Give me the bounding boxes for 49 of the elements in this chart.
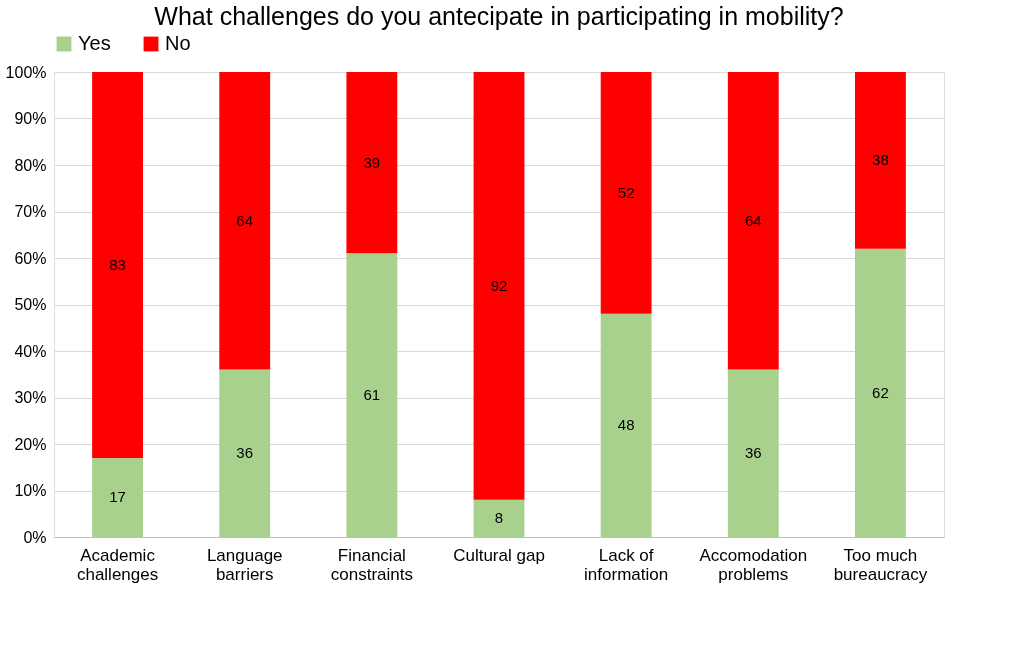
y-tick-label: 50% (14, 296, 47, 313)
y-tick-label: 30% (14, 389, 47, 406)
y-tick-label: 0% (23, 528, 47, 546)
data-label: 36 (236, 444, 254, 462)
bar (219, 72, 271, 370)
legend-label: No (165, 32, 191, 54)
chart-title: What challenges do you antecipate in participating in mobility? (154, 2, 844, 30)
data-label: 39 (363, 153, 381, 171)
x-tick-label: Financial constraints (330, 545, 413, 584)
data-label: 92 (490, 276, 508, 294)
data-label: 62 (872, 383, 889, 401)
data-label: 8 (494, 509, 504, 527)
legend-label: Yes (78, 32, 111, 54)
bar (346, 72, 398, 254)
data-label: 52 (617, 183, 635, 201)
bar (473, 499, 525, 537)
y-tick-label: 100% (5, 63, 47, 81)
bar (727, 369, 779, 537)
x-tick-label: Language barriers (206, 545, 283, 584)
bar (855, 72, 906, 249)
bar (855, 248, 906, 537)
bar (473, 72, 525, 500)
data-label: 64 (236, 211, 254, 229)
data-label: 61 (363, 386, 381, 404)
bar (92, 72, 143, 458)
x-tick-label: Cultural gap (453, 545, 545, 565)
bar (600, 313, 652, 537)
x-tick-label: Too much bureaucracy (833, 545, 928, 584)
data-label: 36 (744, 444, 762, 462)
bar (346, 253, 398, 537)
x-tick-label: Academic challenges (76, 545, 159, 584)
data-label: 17 (109, 488, 126, 506)
y-tick-label: 60% (14, 249, 47, 267)
data-label: 83 (109, 255, 126, 273)
y-tick-label: 10% (14, 482, 47, 499)
y-tick-label: 70% (14, 203, 47, 220)
x-tick-label: Accomodation problems (699, 545, 808, 584)
data-label: 48 (617, 416, 635, 434)
bar (92, 457, 143, 537)
x-tick-label: Lack of information (584, 545, 669, 584)
y-tick-label: 90% (14, 110, 47, 127)
y-tick-label: 40% (14, 342, 47, 360)
bar (727, 72, 779, 370)
y-tick-label: 20% (14, 435, 47, 453)
data-label: 38 (872, 151, 889, 169)
bar (219, 369, 271, 537)
bar (600, 72, 652, 314)
y-tick-label: 80% (14, 156, 47, 174)
data-label: 64 (744, 211, 762, 229)
